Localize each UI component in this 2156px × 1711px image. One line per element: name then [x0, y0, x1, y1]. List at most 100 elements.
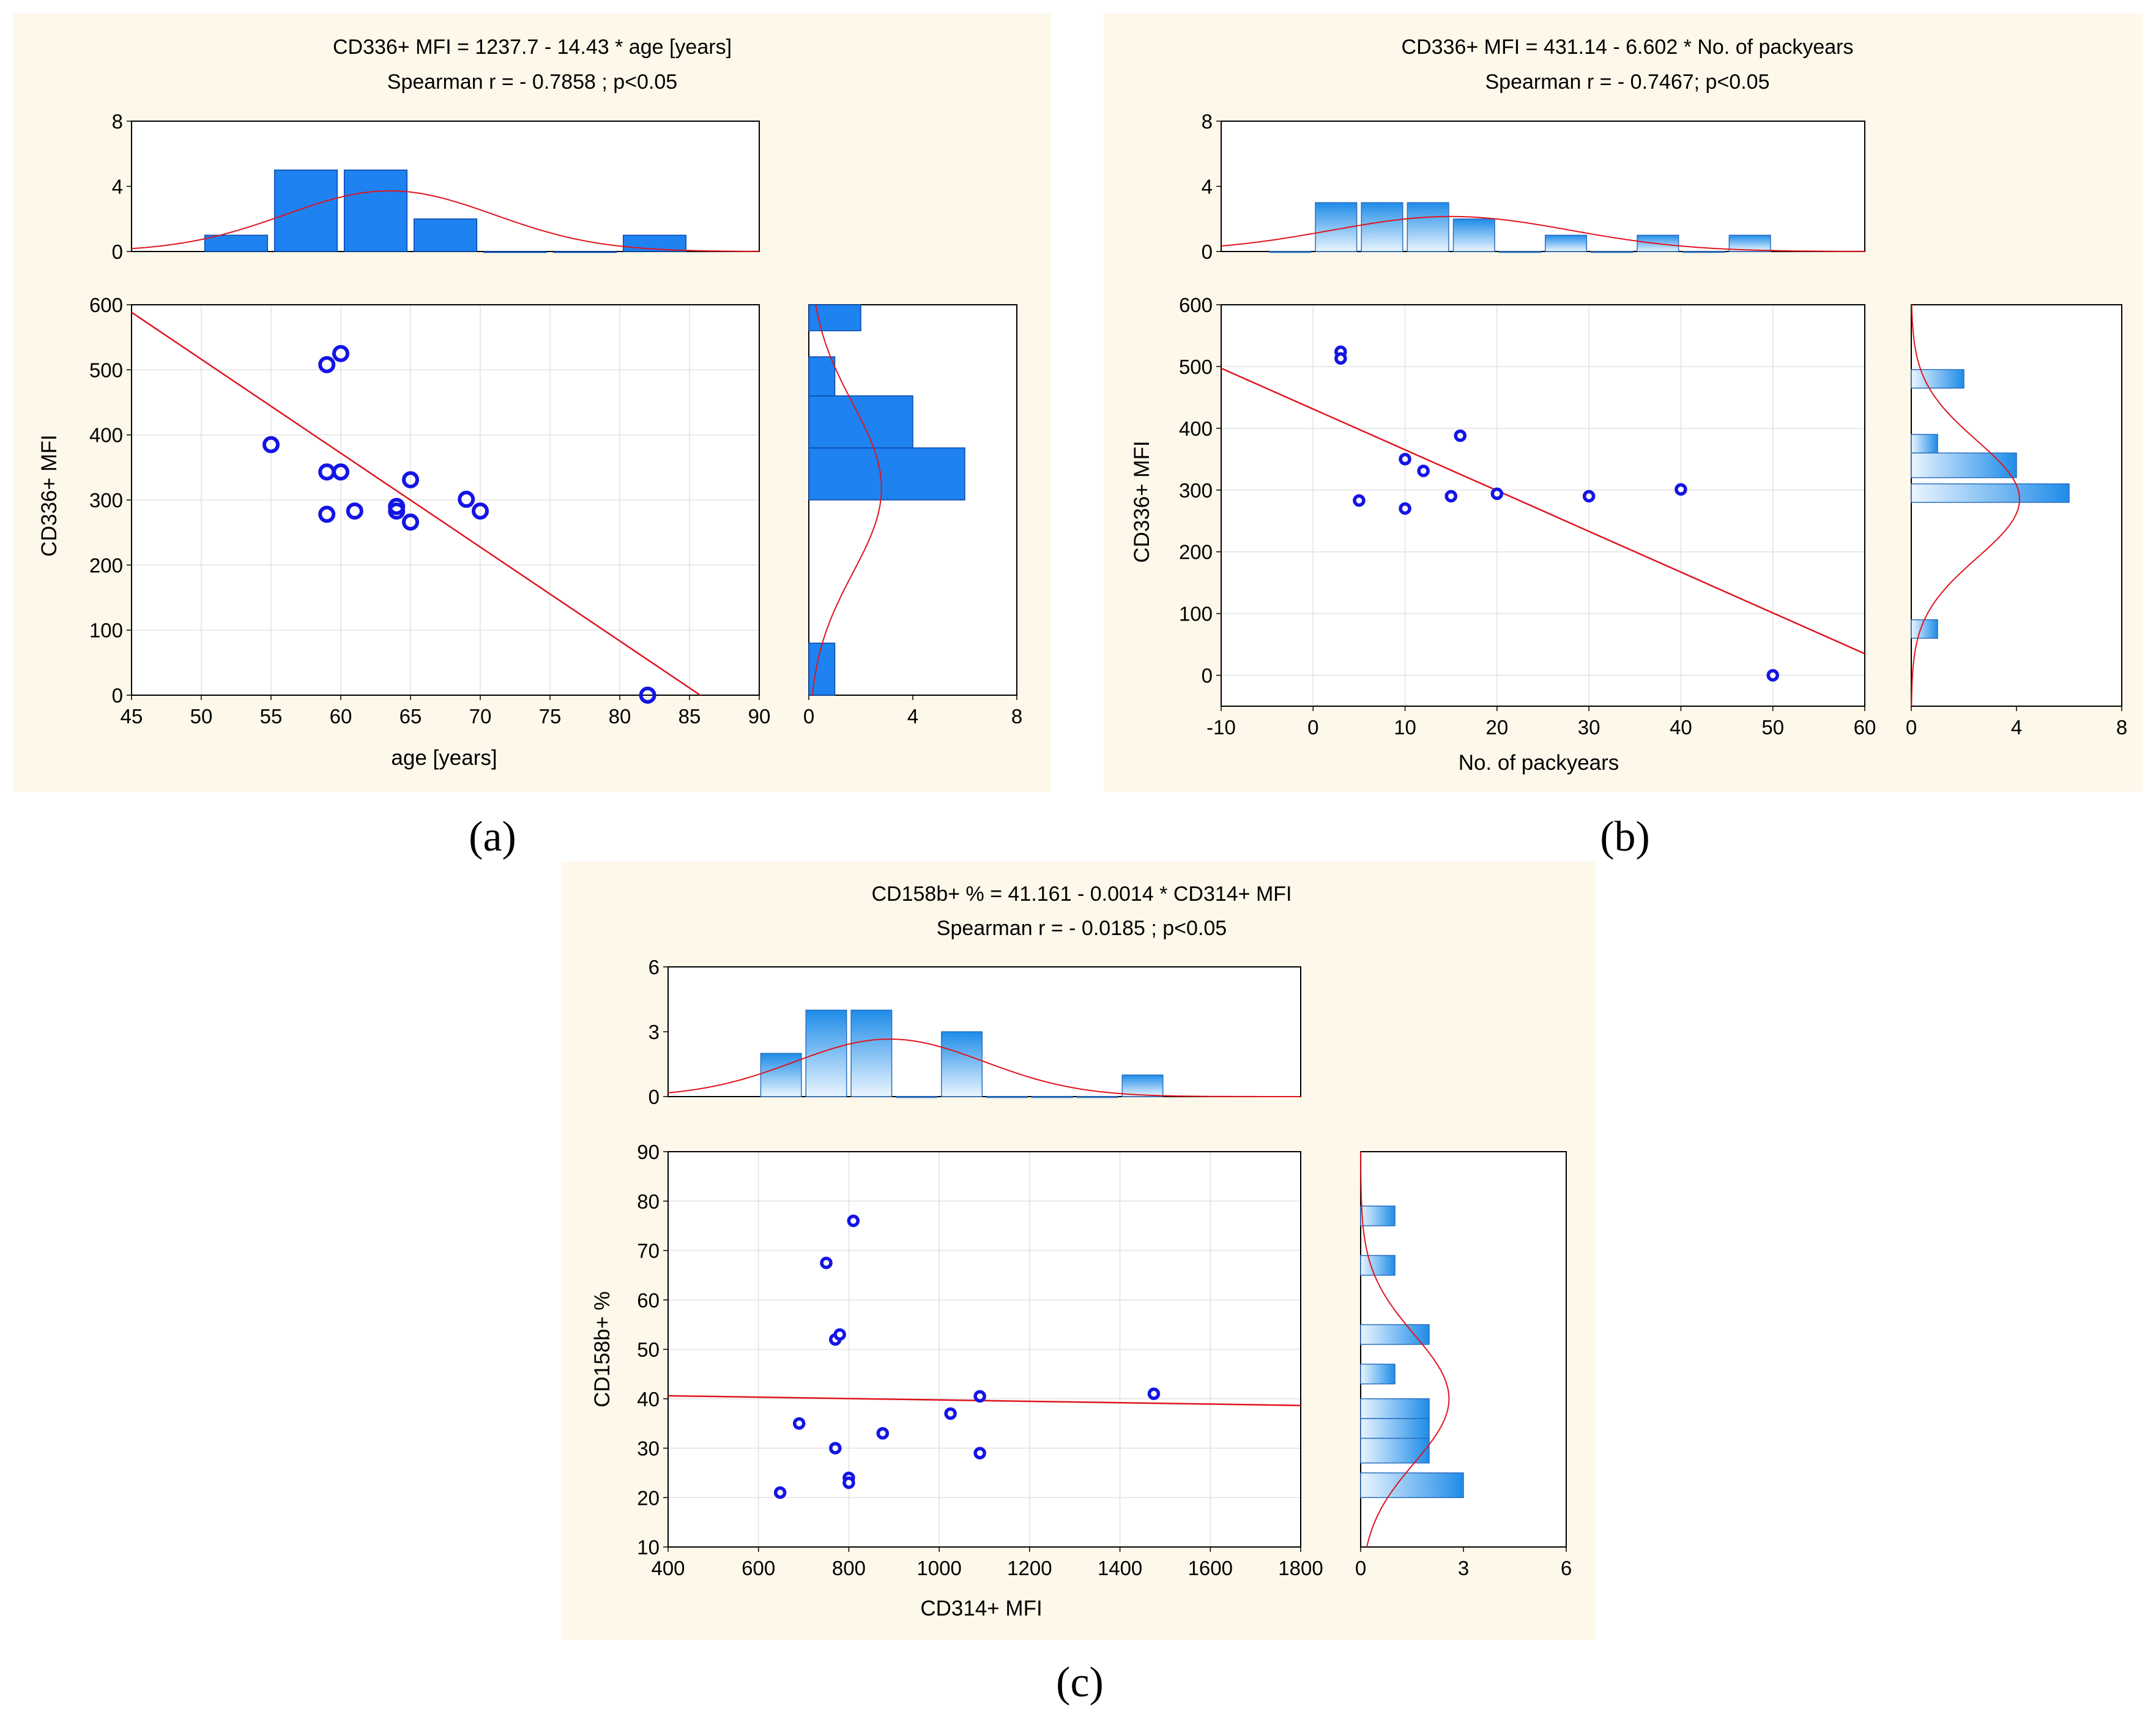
b-side-hist-bar: [1911, 452, 2017, 479]
c-top-hist-bar: [760, 1053, 802, 1097]
c-side-hist-tick-label: 3: [1458, 1557, 1469, 1579]
b-top-hist-bar: [1407, 202, 1449, 252]
panel-c: CD158b+ % = 41.161 - 0.0014 * CD314+ MFI…: [562, 862, 1596, 1640]
panel-a-y-axis-label: CD336+ MFI: [37, 434, 61, 556]
c-y-tick-label: 30: [637, 1437, 660, 1460]
b-side-hist-tick-label: 8: [2116, 716, 2127, 739]
panel-c-caption: (c): [1056, 1659, 1104, 1706]
panel-c-top-histogram: 0 3 6: [649, 956, 1301, 1108]
c-data-point: [973, 1390, 986, 1403]
c-x-tick-label: 1000: [916, 1557, 961, 1579]
b-plot-frame: [1221, 304, 1865, 707]
a-plot-frame: [131, 304, 760, 696]
a-top-hist-bar: [273, 170, 338, 252]
panel-a-x-axis-label: age [years]: [391, 746, 497, 770]
c-x-tick-label: 400: [651, 1557, 685, 1579]
a-top-hist-bar: [343, 170, 408, 252]
c-data-point: [842, 1476, 855, 1489]
a-data-point: [332, 463, 349, 481]
a-x-tick-label: 55: [260, 705, 283, 728]
panel-c-y-axis-label: CD158b+ %: [590, 1291, 614, 1407]
c-side-hist-normal-curve: [1360, 1152, 1450, 1548]
panel-a-top-histogram: 0 4 8: [112, 110, 760, 263]
c-y-tick-label: 10: [637, 1536, 660, 1559]
c-side-hist-bar: [1360, 1472, 1464, 1498]
panel-c-title: CD158b+ % = 41.161 - 0.0014 * CD314+ MFI: [871, 882, 1292, 906]
c-top-hist-bar: [986, 1096, 1028, 1098]
c-x-tick-label: 1600: [1188, 1557, 1233, 1579]
a-side-hist-tick-label: 4: [907, 705, 918, 728]
b-side-hist-bar: [1911, 483, 2070, 503]
a-side-hist-bar: [808, 356, 836, 397]
b-data-point: [1399, 502, 1411, 515]
c-top-hist-bar: [1121, 1074, 1164, 1097]
c-top-hist-bar: [1076, 1096, 1118, 1098]
b-y-tick-label: 0: [1202, 665, 1213, 687]
b-side-hist-bar: [1911, 369, 1965, 389]
b-x-tick-label: 0: [1307, 716, 1318, 739]
a-side-hist-bar: [808, 447, 965, 501]
c-data-point: [1147, 1387, 1161, 1400]
panel-b-subtitle: Spearman r = - 0.7467; p<0.05: [1485, 70, 1770, 94]
b-top-hist-tick-label: 4: [1202, 176, 1213, 198]
b-side-hist-frame: [1911, 304, 2122, 707]
panel-c-side-histogram: 0 3 6: [1355, 1151, 1572, 1579]
panel-c-x-axis-label: CD314+ MFI: [920, 1597, 1042, 1620]
b-top-hist-bar: [1361, 202, 1403, 252]
b-x-tick-label: 30: [1578, 716, 1600, 739]
b-y-tick-label: 300: [1179, 479, 1213, 502]
b-y-tick-label: 600: [1179, 294, 1213, 316]
c-data-point: [829, 1442, 842, 1455]
b-x-tick-label: 60: [1854, 716, 1876, 739]
c-side-hist-bar: [1360, 1363, 1396, 1385]
panel-b-title: CD336+ MFI = 431.14 - 6.602 * No. of pac…: [1402, 35, 1854, 59]
c-x-tick-label: 1400: [1098, 1557, 1142, 1579]
b-top-hist-tick-label: 8: [1202, 110, 1213, 133]
c-top-hist-tick-label: 6: [649, 956, 660, 979]
b-top-hist-normal-curve: [1221, 215, 1865, 252]
c-top-hist-bar: [805, 1009, 847, 1097]
b-y-tick-label: 500: [1179, 356, 1213, 378]
a-top-hist-bar: [552, 251, 617, 253]
a-y-tick-label: 300: [89, 489, 123, 512]
b-plot-area: [1221, 305, 1865, 706]
b-top-hist-bar: [1728, 234, 1771, 252]
b-top-hist-bar: [1452, 218, 1495, 252]
a-x-tick-label: 50: [190, 705, 213, 728]
a-regression-line: [132, 311, 702, 695]
c-top-hist-normal-curve: [667, 1038, 1301, 1097]
a-top-hist-bar: [413, 218, 478, 252]
b-x-tick-label: -10: [1206, 716, 1236, 739]
a-data-point: [388, 502, 406, 520]
c-side-hist-tick-label: 6: [1561, 1557, 1572, 1579]
c-x-tick-label: 1800: [1278, 1557, 1323, 1579]
b-y-tick-label: 200: [1179, 541, 1213, 564]
a-x-tick-label: 65: [400, 705, 422, 728]
a-top-hist-bar: [204, 234, 269, 252]
b-x-tick-label: 40: [1670, 716, 1692, 739]
c-side-hist-bar: [1360, 1437, 1430, 1464]
c-side-hist-bar: [1360, 1418, 1430, 1439]
a-data-point: [262, 436, 280, 453]
b-data-point: [1353, 494, 1366, 507]
c-top-hist-tick-label: 0: [649, 1086, 660, 1108]
a-top-hist-bar: [483, 251, 548, 253]
c-data-point: [876, 1427, 890, 1440]
b-side-hist-bar: [1911, 619, 1938, 639]
a-top-hist-normal-curve: [131, 190, 759, 252]
c-top-hist-bar: [896, 1096, 938, 1098]
a-x-tick-label: 70: [469, 705, 492, 728]
b-data-point: [1444, 490, 1457, 503]
c-x-tick-label: 1200: [1007, 1557, 1052, 1579]
a-top-hist-tick-label: 0: [112, 240, 123, 263]
c-top-hist-bar: [941, 1031, 983, 1097]
c-y-tick-label: 90: [637, 1141, 660, 1163]
b-side-hist-tick-label: 0: [1906, 716, 1917, 739]
panel-b-caption: (b): [1600, 813, 1650, 860]
c-data-point: [820, 1256, 833, 1269]
c-top-hist-bar: [850, 1009, 893, 1097]
b-data-point: [1454, 429, 1466, 442]
b-top-hist-bar: [1545, 234, 1588, 252]
panel-a-title: CD336+ MFI = 1237.7 - 14.43 * age [years…: [333, 35, 732, 59]
